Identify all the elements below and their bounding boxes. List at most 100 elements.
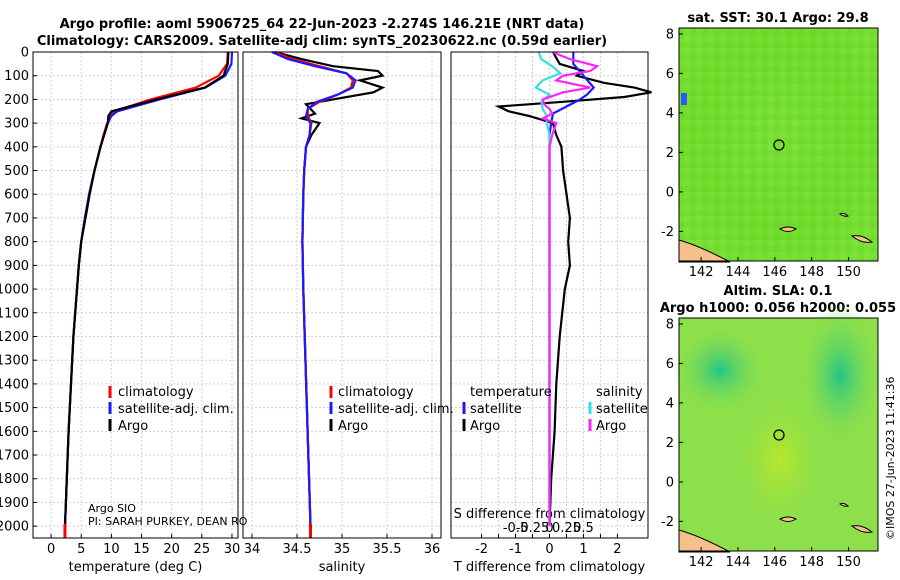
x-tick-label: 30 — [224, 542, 241, 557]
x-tick-label: 15 — [133, 542, 150, 557]
legend-label-satclim: satellite-adj. clim. — [118, 402, 234, 417]
sst-field-shading — [679, 28, 878, 261]
y-tick-label: 100 — [4, 69, 29, 84]
depth-tick-labels: 0 100 200 300 400 500 600 700 800 900 1000 1100 1200… — [0, 46, 37, 535]
x-tick-label-salinity: 0 — [545, 521, 553, 536]
map-y-tick-label: 8 — [666, 27, 674, 42]
series-line-satellite-adj--clim- — [271, 50, 357, 527]
map-x-tick-label: 148 — [799, 555, 824, 570]
legend-label-s-satellite: satellite — [596, 402, 648, 417]
y-tick-label: 1300 — [0, 354, 29, 369]
y-tick-label: 900 — [4, 259, 29, 274]
x-tick-label-salinity: 0.5 — [573, 521, 594, 536]
credit-institution: Argo SIO — [88, 502, 136, 515]
y-tick-label: 1600 — [0, 425, 29, 440]
x-tick-label: 34 — [244, 542, 261, 557]
legend-label-clim: climatology — [338, 385, 414, 400]
x-tick-label: 5 — [77, 542, 85, 557]
x-tick-label: 35.5 — [373, 542, 402, 557]
map-x-tick-label: 144 — [726, 265, 751, 280]
sst-map-title: sat. SST: 30.1 Argo: 29.8 — [687, 11, 868, 26]
map-y-tick-label: 2 — [666, 146, 674, 161]
x-tick-label-salinity: 0.25 — [552, 521, 581, 536]
legend-label-t-argo: Argo — [470, 419, 500, 434]
x-tick-label: 10 — [103, 542, 120, 557]
series-line-argo — [63, 51, 230, 527]
x-tick-label: 0 — [47, 542, 55, 557]
x-tick-label: 36 — [424, 542, 441, 557]
x-axis-label: temperature (deg C) — [69, 560, 203, 575]
salinity-panel: 34 34.5 35 35.5 36 salinity — [242, 50, 442, 575]
map-x-tick-label: 142 — [689, 555, 714, 570]
sla-axis-ticks: 142 144 146 148 150 8 6 4 2 0 -2 — [661, 317, 861, 570]
legend-label-argo: Argo — [118, 419, 148, 434]
y-tick-label: 1100 — [0, 306, 29, 321]
map-x-tick-label: 150 — [836, 555, 861, 570]
y-tick-label: 800 — [4, 235, 29, 250]
y-tick-label: 1500 — [0, 401, 29, 416]
title-line2: Climatology: CARS2009. Satellite-adj cli… — [37, 34, 607, 49]
x-tick-label: 0 — [545, 542, 553, 557]
y-tick-label: 300 — [4, 117, 29, 132]
map-x-tick-label: 148 — [799, 265, 824, 280]
y-tick-label: 1700 — [0, 449, 29, 464]
legend-label-argo: Argo — [338, 419, 368, 434]
map-y-tick-label: 6 — [666, 67, 674, 82]
x-tick-label: 1 — [579, 542, 587, 557]
y-tick-label: 0 — [21, 46, 29, 61]
map-x-tick-label: 150 — [836, 265, 861, 280]
y-tick-label: 400 — [4, 140, 29, 155]
sla-low-west — [672, 324, 768, 416]
map-x-tick-label: 144 — [726, 555, 751, 570]
salinity-legend: climatology satellite-adj. clim. Argo — [329, 385, 454, 434]
difference-legend: temperature satellite Argo salinity sate… — [462, 385, 648, 434]
sst-cold-pixel — [681, 93, 687, 105]
sst-argo-marker — [773, 139, 785, 151]
imos-stamp: ©IMOS 27-Jun-2023 11:41:36 — [884, 376, 897, 540]
sst-map-panel: sat. SST: 30.1 Argo: 29.8 142 144 146 148 15… — [661, 11, 879, 280]
x-tick-label: 35 — [334, 542, 351, 557]
axes-frame — [242, 51, 442, 539]
legend-label-clim: climatology — [118, 385, 194, 400]
legend-label-t-satellite: satellite — [470, 402, 522, 417]
x-tick-label: 2 — [613, 542, 621, 557]
sla-map-panel: Altim. SLA: 0.1 Argo h1000: 0.056 h2000:… — [660, 284, 896, 570]
credit-pi: PI: SARAH PURKEY, DEAN RO — [88, 515, 248, 528]
axes-frame — [32, 51, 239, 539]
y-tick-label: 600 — [4, 188, 29, 203]
sla-map-title1: Altim. SLA: 0.1 — [724, 284, 833, 299]
map-y-tick-label: 6 — [666, 357, 674, 372]
sst-land — [678, 239, 731, 263]
legend-title-temperature: temperature — [470, 385, 552, 400]
map-y-tick-label: 0 — [666, 185, 674, 200]
map-y-tick-label: -2 — [661, 515, 674, 530]
y-tick-label: 1800 — [0, 472, 29, 487]
axes-frame — [450, 51, 649, 539]
y-tick-label: 2000 — [0, 520, 29, 535]
map-y-tick-label: 8 — [666, 317, 674, 332]
series-line-climatology — [274, 50, 355, 527]
y-tick-label: 500 — [4, 164, 29, 179]
x-tick-label: 25 — [194, 542, 211, 557]
sla-land — [678, 529, 731, 553]
legend-label-s-argo: Argo — [596, 419, 626, 434]
sla-high-center — [740, 400, 820, 520]
x-tick-label-salinity: -0.25 — [516, 521, 550, 536]
map-x-tick-label: 142 — [689, 265, 714, 280]
sst-axis-ticks: 142 144 146 148 150 8 6 4 2 0 -2 — [661, 27, 861, 280]
map-x-tick-label: 146 — [762, 555, 787, 570]
x-tick-label: 20 — [163, 542, 180, 557]
title-line1: Argo profile: aoml 5906725_64 22-Jun-202… — [60, 17, 585, 32]
map-y-tick-label: 4 — [666, 106, 674, 121]
temperature-legend: climatology satellite-adj. clim. Argo — [108, 385, 234, 434]
temperature-panel: 0 5 10 15 20 25 30 temperature (deg C) — [32, 51, 241, 575]
x-tick-label: 34.5 — [283, 542, 312, 557]
y-tick-label: 1400 — [0, 377, 29, 392]
legend-label-satclim: satellite-adj. clim. — [338, 402, 454, 417]
map-y-tick-label: 4 — [666, 396, 674, 411]
y-tick-label: 200 — [4, 93, 29, 108]
sla-argo-marker — [773, 429, 785, 441]
y-tick-label: 1200 — [0, 330, 29, 345]
